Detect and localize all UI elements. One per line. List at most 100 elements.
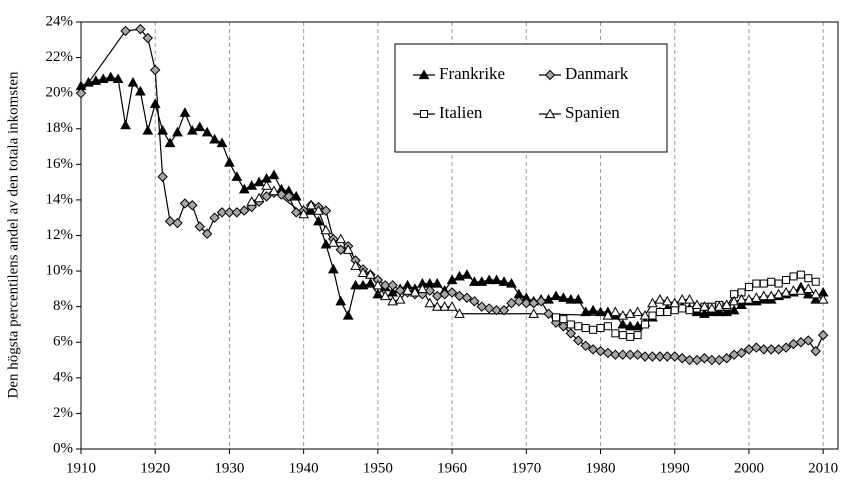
data-point [268,185,280,196]
y-tick-label: 6% [53,334,73,350]
data-point [780,286,792,297]
data-point [661,295,673,306]
data-point [498,305,510,316]
y-tick-label: 22% [46,49,74,65]
data-point [580,306,592,317]
data-point [327,237,339,247]
data-point [587,304,599,315]
data-point [201,228,213,239]
y-tick-label: 20% [46,85,74,101]
data-point [676,353,688,364]
data-point [782,275,791,284]
x-tick-label: 1980 [586,460,616,476]
data-point [662,351,673,362]
data-point [476,301,487,312]
data-point [187,200,198,211]
data-point [617,349,628,360]
data-point [172,126,183,137]
legend-box [394,43,668,153]
y-tick-label: 0% [53,440,73,456]
legend-label: Italien [439,103,483,122]
data-point [639,310,651,320]
data-point [231,171,243,181]
data-point [543,294,554,304]
data-point [691,299,703,309]
data-point [713,301,725,311]
data-point [409,286,421,297]
data-point [773,288,784,299]
data-point [491,305,502,316]
data-point [513,296,525,307]
data-point [699,353,710,364]
data-point [817,294,829,304]
data-point [574,322,583,331]
data-point [669,297,681,308]
data-point [751,292,762,302]
data-point [817,329,829,341]
data-point [350,260,361,270]
data-point [327,263,339,274]
data-point [291,207,302,218]
data-point [209,133,220,144]
data-point [751,342,762,353]
data-point [320,205,332,216]
data-point [759,279,768,288]
data-point [811,277,820,286]
data-point [216,207,228,218]
x-tick-label: 1950 [363,460,393,476]
legend-label: Frankrike [439,64,505,83]
data-point [194,121,206,132]
legend: Frankrike Danmark Italien Spanien [394,43,668,153]
data-point [431,301,443,311]
data-point [446,274,458,285]
data-point [120,119,131,130]
y-tick-label: 4% [53,369,73,385]
data-point [647,351,658,362]
data-point [357,279,369,290]
x-tick-label: 2010 [808,460,838,476]
data-point [261,180,272,190]
data-point [439,301,451,311]
y-tick-label: 16% [46,156,74,172]
data-point [75,87,87,99]
data-point [135,23,146,35]
data-point [335,233,347,244]
data-point [633,331,642,340]
data-point [135,85,146,96]
legend-label: Spanien [565,103,620,122]
data-point [736,294,747,304]
data-point [587,344,599,355]
data-point [276,189,287,200]
data-point [802,283,814,293]
plot-frame [80,21,839,450]
data-point [654,351,666,362]
data-point [767,277,776,286]
data-point [468,276,480,286]
data-point [313,205,324,215]
data-point [648,311,657,320]
data-point [713,306,725,317]
data-point [804,274,813,283]
data-point [610,349,621,360]
data-point [342,244,354,254]
data-point [684,294,695,304]
data-point [543,308,554,319]
data-point [350,279,361,290]
data-point [142,124,154,135]
data-point [796,270,805,279]
data-point [424,297,436,308]
data-point [670,306,679,315]
legend-label: Danmark [565,64,629,83]
data-point [194,221,205,232]
data-point [112,73,124,84]
data-point [224,157,235,167]
data-point [624,308,636,318]
data-point [454,270,465,281]
data-point [365,269,376,279]
data-point [617,310,629,320]
data-point [603,322,612,331]
data-point [431,278,443,288]
data-point [580,340,591,352]
data-point [802,288,814,299]
data-point [744,283,753,292]
